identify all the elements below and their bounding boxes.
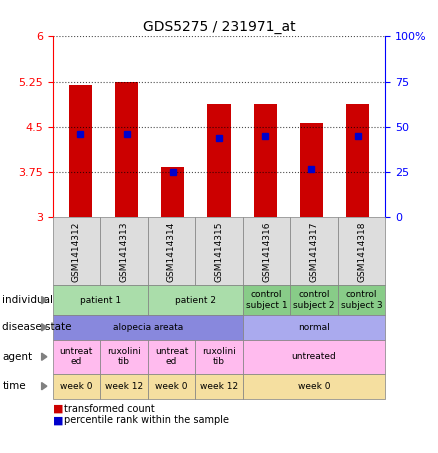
Text: GSM1414315: GSM1414315	[215, 221, 223, 282]
Text: transformed count: transformed count	[64, 404, 154, 414]
Bar	[208, 105, 230, 217]
Text: GDS5275 / 231971_at: GDS5275 / 231971_at	[143, 20, 295, 34]
Text: untreat
ed: untreat ed	[155, 347, 188, 366]
Text: GSM1414316: GSM1414316	[262, 221, 271, 282]
Text: ruxolini
tib: ruxolini tib	[107, 347, 141, 366]
Text: ■: ■	[53, 415, 63, 425]
Text: agent: agent	[2, 352, 32, 362]
Bar	[161, 167, 184, 217]
Text: time: time	[2, 381, 26, 391]
Text: control
subject 1: control subject 1	[246, 290, 287, 310]
Text: GSM1414314: GSM1414314	[167, 221, 176, 282]
Text: week 12: week 12	[200, 382, 238, 390]
Bar	[300, 123, 323, 217]
Text: GSM1414318: GSM1414318	[357, 221, 366, 282]
Text: alopecia areata: alopecia areata	[113, 323, 183, 332]
Bar	[115, 82, 138, 217]
Text: untreated: untreated	[292, 352, 336, 361]
Text: individual: individual	[2, 295, 53, 305]
Text: control
subject 2: control subject 2	[293, 290, 335, 310]
Bar	[254, 105, 277, 217]
Text: GSM1414312: GSM1414312	[72, 221, 81, 282]
Text: control
subject 3: control subject 3	[341, 290, 382, 310]
Text: patient 2: patient 2	[175, 296, 216, 304]
Text: disease state: disease state	[2, 322, 72, 333]
Text: percentile rank within the sample: percentile rank within the sample	[64, 415, 229, 425]
Text: week 0: week 0	[298, 382, 330, 390]
Bar	[69, 85, 92, 217]
Text: ruxolini
tib: ruxolini tib	[202, 347, 236, 366]
Text: week 0: week 0	[155, 382, 188, 390]
Text: untreat
ed: untreat ed	[60, 347, 93, 366]
Text: patient 1: patient 1	[80, 296, 121, 304]
Text: GSM1414313: GSM1414313	[120, 221, 128, 282]
Text: week 0: week 0	[60, 382, 92, 390]
Text: GSM1414317: GSM1414317	[310, 221, 318, 282]
Text: week 12: week 12	[105, 382, 143, 390]
Text: ■: ■	[53, 404, 63, 414]
Bar	[346, 105, 369, 217]
Text: normal: normal	[298, 323, 330, 332]
